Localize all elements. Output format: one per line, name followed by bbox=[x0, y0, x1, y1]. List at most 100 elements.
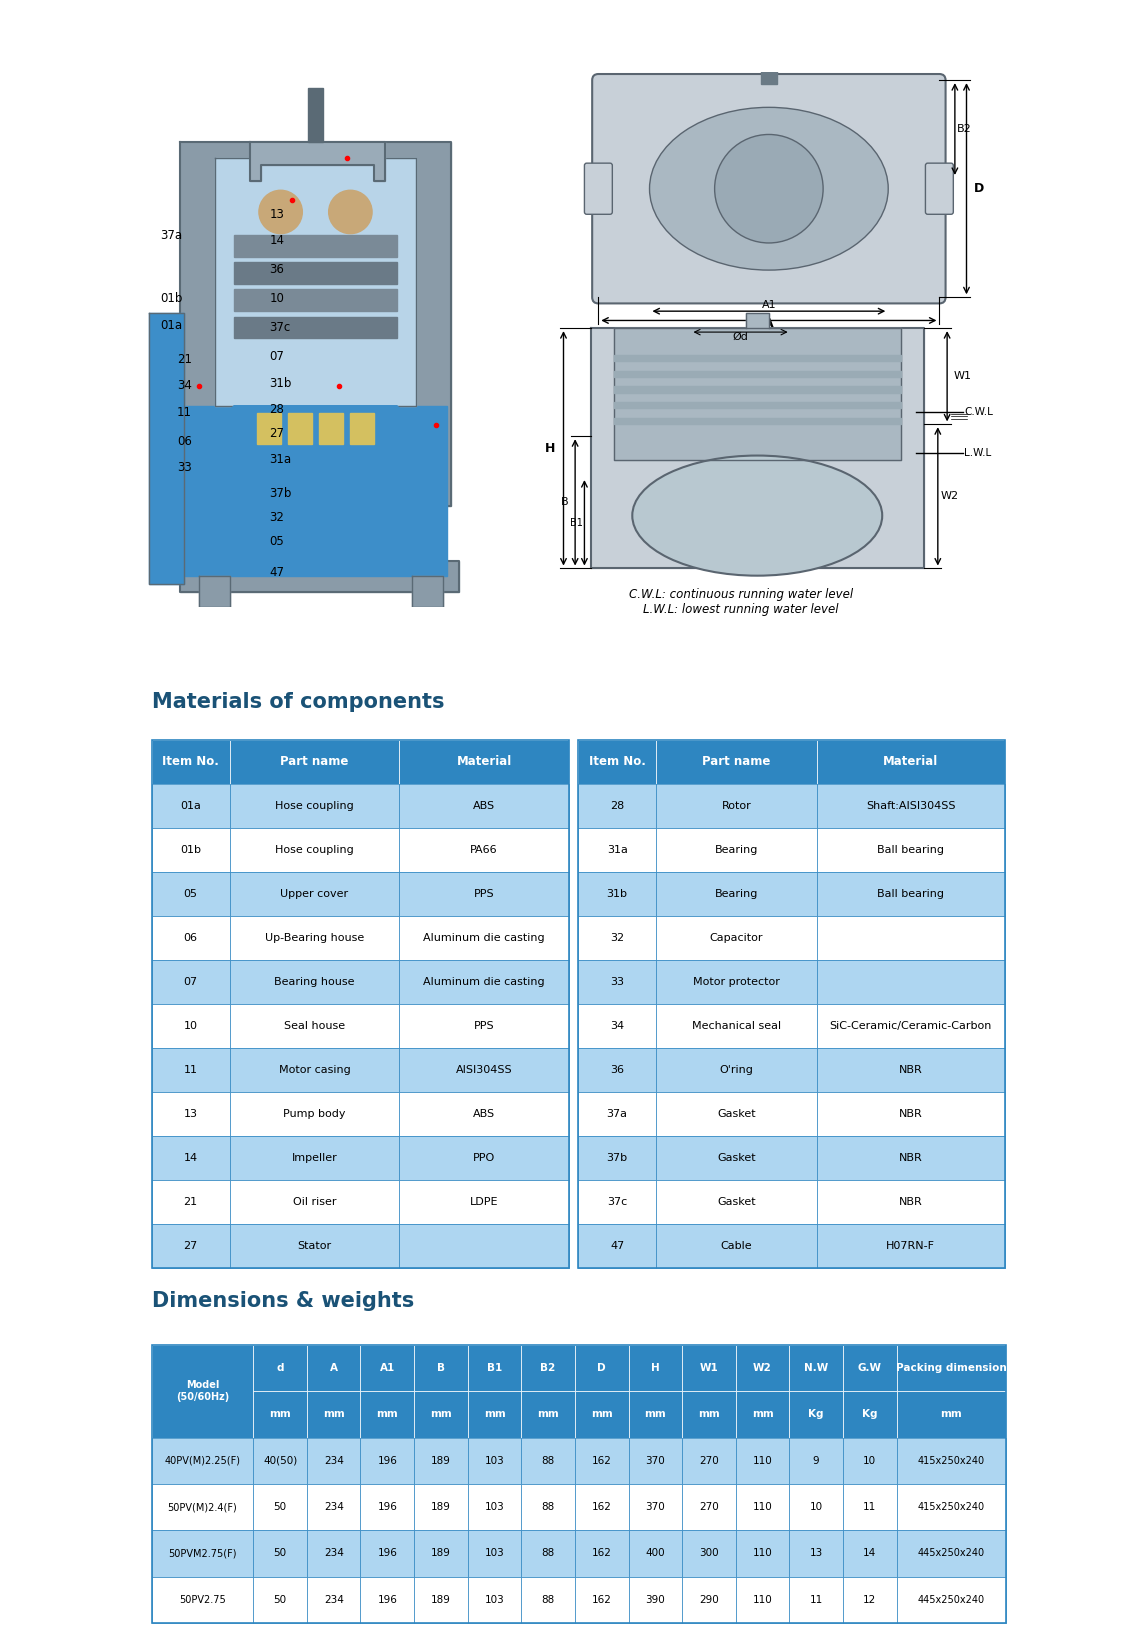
Text: 01a: 01a bbox=[160, 319, 183, 333]
Text: W1: W1 bbox=[700, 1363, 718, 1373]
Bar bbox=[656, 871, 816, 916]
Bar bbox=[629, 1438, 682, 1484]
Bar bbox=[816, 1093, 1005, 1137]
Bar bbox=[789, 1530, 843, 1576]
Bar bbox=[522, 1391, 575, 1438]
Text: H: H bbox=[545, 442, 555, 455]
Bar bbox=[816, 740, 1005, 785]
Text: Model
(50/60Hz): Model (50/60Hz) bbox=[176, 1381, 229, 1402]
Text: Rotor: Rotor bbox=[721, 801, 751, 811]
Bar bbox=[151, 916, 229, 960]
Text: 9: 9 bbox=[813, 1456, 820, 1466]
Polygon shape bbox=[614, 328, 901, 460]
Text: 34: 34 bbox=[610, 1020, 624, 1030]
Bar bbox=[656, 1224, 816, 1268]
Text: NBR: NBR bbox=[899, 1153, 922, 1163]
Bar bbox=[360, 1391, 414, 1438]
Text: 50: 50 bbox=[273, 1548, 287, 1558]
Text: Gasket: Gasket bbox=[717, 1197, 755, 1207]
Circle shape bbox=[259, 190, 303, 234]
Bar bbox=[151, 1224, 229, 1268]
Text: Hose coupling: Hose coupling bbox=[275, 801, 353, 811]
Ellipse shape bbox=[632, 455, 882, 575]
Text: PPS: PPS bbox=[474, 889, 495, 899]
Bar bbox=[816, 785, 1005, 827]
Bar bbox=[151, 1438, 253, 1484]
Text: 05: 05 bbox=[184, 889, 198, 899]
Text: 13: 13 bbox=[270, 208, 285, 221]
Bar bbox=[400, 916, 569, 960]
Text: 05: 05 bbox=[270, 536, 285, 547]
Text: 88: 88 bbox=[542, 1548, 554, 1558]
Text: 370: 370 bbox=[646, 1502, 665, 1512]
Bar bbox=[789, 1391, 843, 1438]
Bar bbox=[253, 1484, 307, 1530]
Text: 189: 189 bbox=[431, 1502, 450, 1512]
Bar bbox=[253, 1530, 307, 1576]
Text: mm: mm bbox=[645, 1409, 666, 1420]
Text: ABS: ABS bbox=[473, 801, 496, 811]
Bar bbox=[896, 1438, 1006, 1484]
Text: 234: 234 bbox=[324, 1502, 343, 1512]
Bar bbox=[843, 1576, 896, 1623]
Bar bbox=[414, 1530, 467, 1576]
Bar bbox=[467, 1438, 522, 1484]
Circle shape bbox=[715, 134, 823, 242]
Text: Item No.: Item No. bbox=[163, 755, 219, 768]
Text: 40PV(M)2.25(F): 40PV(M)2.25(F) bbox=[165, 1456, 240, 1466]
Text: 196: 196 bbox=[377, 1548, 397, 1558]
Text: Impeller: Impeller bbox=[291, 1153, 338, 1163]
Bar bbox=[575, 1438, 629, 1484]
Polygon shape bbox=[320, 413, 342, 444]
Bar bbox=[414, 1484, 467, 1530]
Bar bbox=[578, 1137, 656, 1179]
Bar bbox=[682, 1391, 736, 1438]
Text: 88: 88 bbox=[542, 1456, 554, 1466]
Bar bbox=[816, 1224, 1005, 1268]
Text: 189: 189 bbox=[431, 1456, 450, 1466]
Text: Gasket: Gasket bbox=[717, 1153, 755, 1163]
Text: 50: 50 bbox=[273, 1595, 287, 1605]
Text: Ød: Ød bbox=[733, 333, 749, 342]
Text: 01b: 01b bbox=[160, 293, 183, 305]
Text: 37a: 37a bbox=[160, 229, 183, 242]
Bar bbox=[151, 785, 229, 827]
Text: PPS: PPS bbox=[474, 1020, 495, 1030]
Bar bbox=[151, 1345, 1006, 1623]
Text: 270: 270 bbox=[699, 1456, 719, 1466]
Text: 10: 10 bbox=[184, 1020, 198, 1030]
Text: Upper cover: Upper cover bbox=[280, 889, 349, 899]
Text: PA66: PA66 bbox=[471, 845, 498, 855]
Text: 37c: 37c bbox=[270, 321, 291, 334]
Text: 110: 110 bbox=[753, 1595, 772, 1605]
Text: A: A bbox=[764, 316, 773, 329]
Text: mm: mm bbox=[590, 1409, 613, 1420]
Bar bbox=[253, 1345, 307, 1391]
Text: 07: 07 bbox=[184, 976, 198, 988]
Bar bbox=[843, 1391, 896, 1438]
Bar bbox=[629, 1530, 682, 1576]
Polygon shape bbox=[288, 413, 312, 444]
Text: Cable: Cable bbox=[720, 1242, 752, 1251]
Text: Stator: Stator bbox=[297, 1242, 332, 1251]
Polygon shape bbox=[257, 413, 281, 444]
Text: mm: mm bbox=[376, 1409, 399, 1420]
Text: B2: B2 bbox=[956, 124, 971, 134]
Text: SiC-Ceramic/Ceramic-Carbon: SiC-Ceramic/Ceramic-Carbon bbox=[830, 1020, 992, 1030]
Bar bbox=[789, 1576, 843, 1623]
Polygon shape bbox=[761, 61, 777, 84]
Polygon shape bbox=[745, 313, 769, 328]
Text: 11: 11 bbox=[809, 1595, 823, 1605]
Bar bbox=[400, 827, 569, 871]
Bar bbox=[578, 1048, 656, 1093]
Text: AISI304SS: AISI304SS bbox=[456, 1065, 513, 1075]
Bar bbox=[307, 1530, 360, 1576]
Text: L.W.L: lowest running water level: L.W.L: lowest running water level bbox=[642, 603, 839, 616]
Bar bbox=[575, 1576, 629, 1623]
Bar bbox=[843, 1530, 896, 1576]
Circle shape bbox=[329, 190, 373, 234]
Text: W1: W1 bbox=[953, 372, 971, 382]
Text: D: D bbox=[597, 1363, 606, 1373]
Text: Motor protector: Motor protector bbox=[693, 976, 780, 988]
Bar bbox=[229, 827, 400, 871]
